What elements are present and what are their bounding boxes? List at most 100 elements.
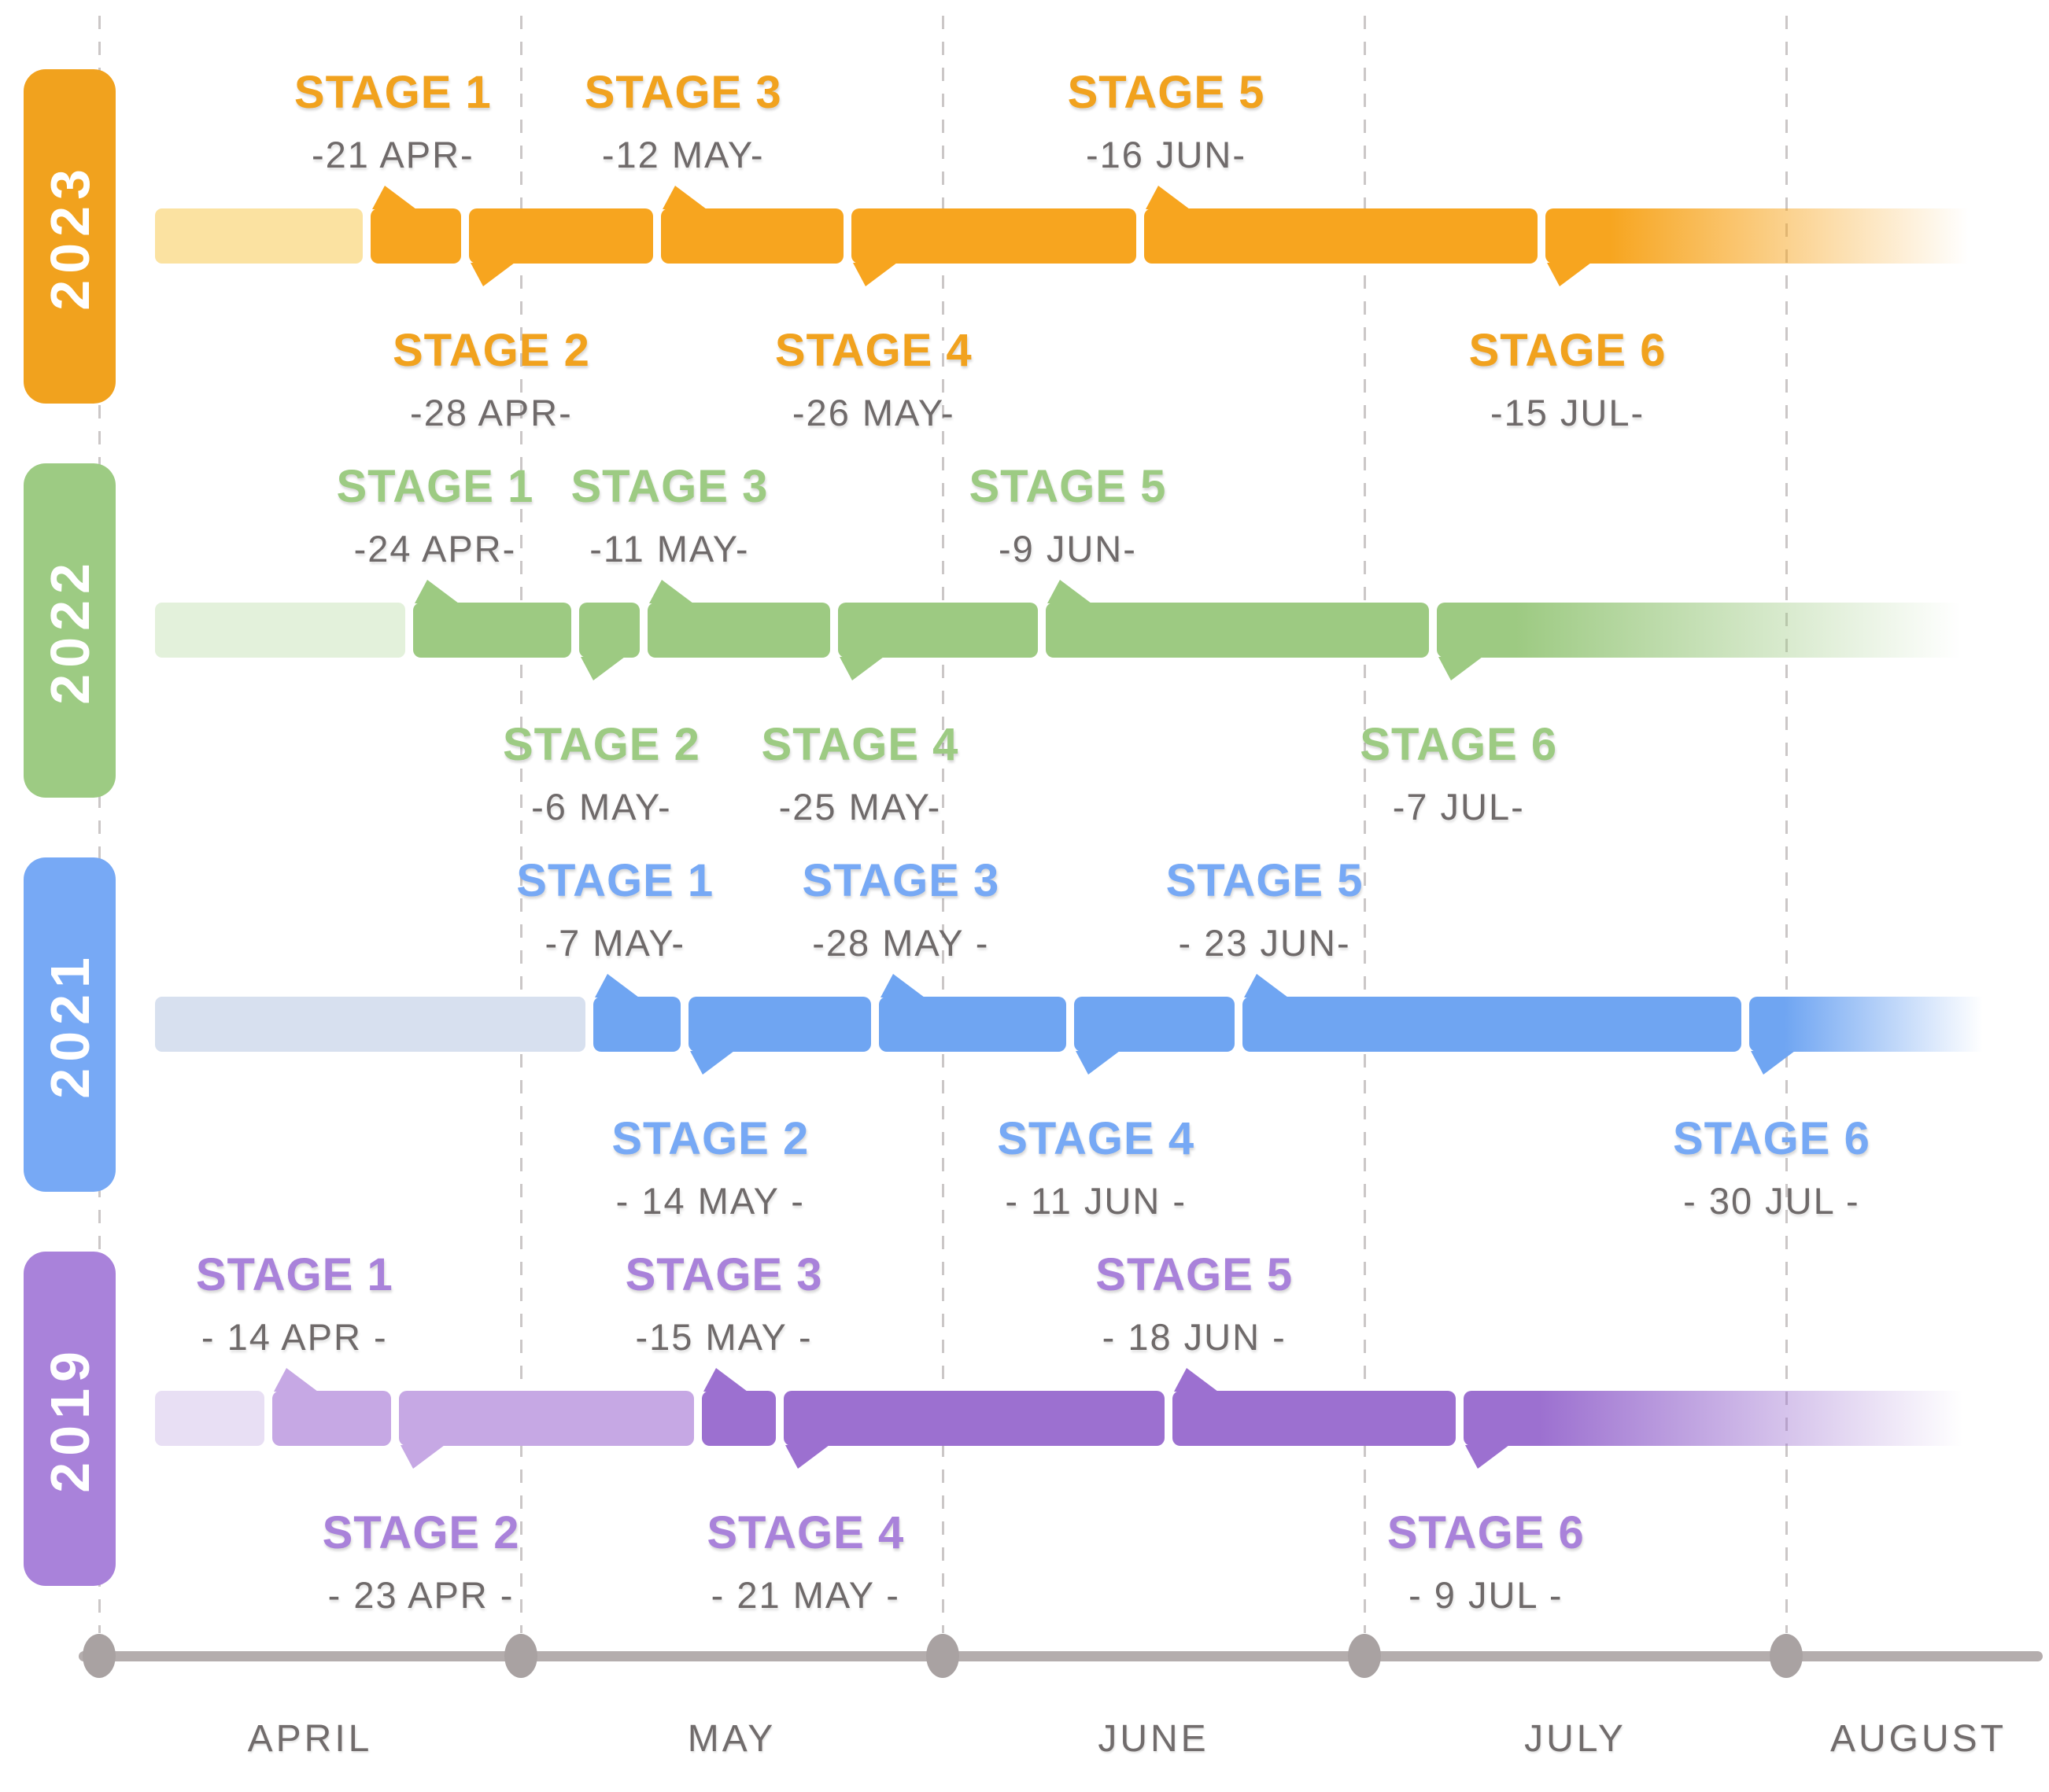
stage-date: -24 APR- [353, 528, 517, 570]
year-label: 2023 [39, 162, 101, 311]
month-label: APRIL [247, 1718, 373, 1760]
year-box-2023: 2023 [24, 69, 116, 404]
stage-label: STAGE 3 -15 MAY - [625, 1249, 823, 1358]
timeline-lead-segment [155, 997, 585, 1052]
stage-segment [1545, 208, 2000, 286]
stage-date: -15 JUL- [1490, 392, 1645, 433]
stage-date: -11 MAY- [589, 528, 750, 570]
month-axis-dot [1770, 1634, 1803, 1678]
month-gridline [942, 16, 944, 1633]
stage-segment [1045, 580, 1429, 658]
stage-segment [688, 997, 871, 1075]
month-axis-dot [504, 1634, 537, 1678]
stage-title: STAGE 5 [969, 461, 1167, 512]
stage-marker-up-icon [414, 580, 459, 603]
month-axis-dot [83, 1634, 116, 1678]
stage-date: -6 MAY- [531, 786, 672, 828]
stage-title: STAGE 2 [611, 1113, 810, 1164]
stage-label: STAGE 6 - 30 JUL - [1673, 1116, 1870, 1220]
stage-marker-down-icon [1438, 657, 1482, 680]
stage-title: STAGE 3 [570, 461, 769, 512]
stage-title: STAGE 5 [1165, 855, 1364, 906]
stage-segment [593, 974, 681, 1052]
stage-marker-up-icon [594, 974, 639, 997]
stage-marker-down-icon [471, 263, 515, 286]
stage-date: - 23 APR - [327, 1574, 515, 1616]
stage-label: STAGE 4 - 11 JUN - [997, 1113, 1195, 1222]
month-label: JULY [1524, 1718, 1626, 1760]
stage-title: STAGE 1 [336, 461, 534, 512]
stage-marker-down-icon [1547, 263, 1592, 286]
year-label: 2022 [39, 556, 101, 705]
stage-marker-down-icon [853, 263, 898, 286]
stage-marker-up-icon [1146, 186, 1190, 209]
stage-segment [1242, 974, 1742, 1052]
month-gridline [1785, 16, 1788, 1633]
timeline-lead-segment [155, 603, 405, 658]
stage-label: STAGE 6 -15 JUL- [1469, 328, 1667, 433]
stage-title: STAGE 3 [802, 855, 1000, 906]
month-gridline [98, 16, 101, 1633]
stage-title: STAGE 3 [584, 67, 782, 118]
stage-title: STAGE 6 [1386, 1507, 1585, 1558]
stage-marker-down-icon [839, 657, 884, 680]
stage-title: STAGE 6 [1360, 719, 1558, 770]
stage-title: STAGE 4 [761, 719, 959, 770]
stage-date: -28 MAY - [812, 922, 990, 964]
stage-title: STAGE 3 [625, 1249, 823, 1300]
stage-title: STAGE 4 [997, 1113, 1195, 1164]
stage-segment [1144, 186, 1538, 264]
stage-marker-down-icon [689, 1051, 734, 1075]
stage-label: STAGE 3 -12 MAY- [584, 67, 782, 174]
stage-label: STAGE 1 -21 APR- [294, 67, 492, 174]
stage-segment [272, 1368, 392, 1446]
stage-date: -26 MAY- [792, 392, 955, 433]
stage-date: - 14 APR - [201, 1316, 388, 1358]
stage-marker-up-icon [648, 580, 693, 603]
stage-segment [647, 580, 830, 658]
stage-date: -15 MAY - [635, 1316, 813, 1358]
stage-title: STAGE 1 [294, 67, 492, 118]
stage-segment [878, 974, 1066, 1052]
stage-title: STAGE 4 [774, 325, 973, 376]
stage-label: STAGE 1 -24 APR- [336, 461, 534, 570]
stage-label: STAGE 6 - 9 JUL - [1386, 1507, 1585, 1614]
stage-segment [1172, 1368, 1456, 1446]
stage-marker-down-icon [401, 1445, 445, 1469]
month-gridline [520, 16, 522, 1633]
month-axis-dot [1348, 1634, 1381, 1678]
stage-date: - 21 MAY - [711, 1574, 900, 1616]
stage-date: - 11 JUN - [1005, 1180, 1187, 1222]
stage-marker-down-icon [581, 657, 626, 680]
stage-marker-up-icon [880, 974, 925, 997]
year-box-2022: 2022 [24, 463, 116, 798]
stage-marker-up-icon [663, 186, 707, 209]
stage-label: STAGE 3 -11 MAY- [570, 461, 769, 570]
month-label: JUNE [1098, 1718, 1209, 1760]
stage-marker-down-icon [1465, 1445, 1510, 1469]
stage-label: STAGE 5 -16 JUN- [1068, 70, 1265, 175]
timeline-lead-segment [155, 1391, 265, 1446]
stage-label: STAGE 4 -25 MAY- [761, 719, 959, 826]
stage-segment [851, 208, 1136, 286]
year-label: 2019 [39, 1344, 101, 1493]
stage-label: STAGE 1 - 14 APR - [195, 1249, 393, 1358]
month-label: MAY [687, 1718, 777, 1760]
stage-label: STAGE 5 -9 JUN- [969, 461, 1167, 568]
stage-label: STAGE 2 - 14 MAY - [611, 1113, 810, 1220]
stage-segment [412, 580, 572, 658]
year-box-2021: 2021 [24, 857, 116, 1192]
stage-marker-up-icon [1047, 580, 1091, 603]
stage-label: STAGE 6 -7 JUL- [1360, 719, 1558, 828]
stage-segment [1073, 997, 1235, 1075]
stage-date: -16 JUN- [1085, 134, 1247, 175]
stage-title: STAGE 1 [195, 1249, 393, 1300]
stage-segment [783, 1391, 1165, 1469]
stage-date: -7 JUL- [1392, 786, 1525, 828]
stage-label: STAGE 4 - 21 MAY - [707, 1510, 904, 1616]
stage-title: STAGE 2 [322, 1507, 520, 1558]
stage-label: STAGE 2 - 23 APR - [322, 1507, 520, 1616]
stage-segment [1749, 997, 2000, 1075]
stage-segment [399, 1391, 695, 1469]
stage-segment [661, 186, 844, 264]
